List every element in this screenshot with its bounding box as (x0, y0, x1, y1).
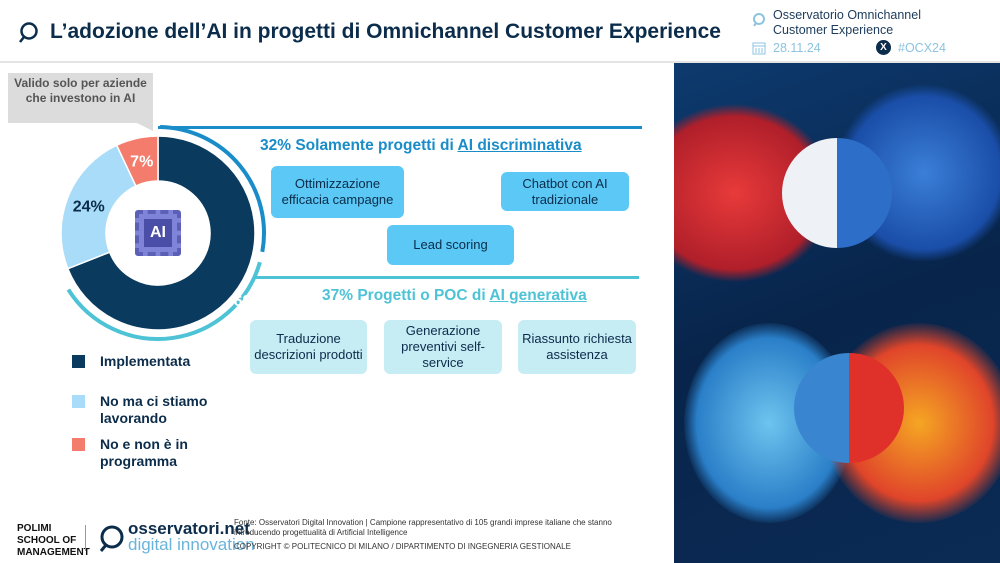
ai-generativa-link[interactable]: AI generativa (489, 287, 587, 304)
legend-item-non-programma: No e non è in programma (72, 436, 252, 470)
logo-divider (85, 525, 86, 551)
donut-label-1: 24% (73, 199, 105, 216)
osservatori-logo-icon (99, 525, 124, 552)
callout-riassunto: Riassunto richiesta assistenza (518, 320, 636, 374)
donut-label-0: 69% (234, 293, 266, 310)
discriminative-bracket-arc (160, 125, 266, 253)
callout-traduzione: Traduzione descrizioni prodotti (250, 320, 367, 374)
donut-chart: 69% 24% 7% (60, 125, 266, 341)
osservatori-logo-text: osservatori.net digital innovation (128, 519, 255, 554)
source-note: Fonte: Osservatori Digital Innovation | … (234, 518, 612, 537)
donut-label-2: 7% (130, 153, 153, 170)
note-pointer (135, 122, 153, 131)
callout-chatbot: Chatbot con AI tradizionale (501, 172, 629, 211)
observatory-name: Osservatorio Omnichannel Customer Experi… (773, 8, 921, 37)
calendar-icon (752, 42, 766, 55)
generative-divider (255, 276, 639, 279)
donut-slice-0 (66, 135, 256, 331)
section-generative-title: 37% Progetti o POC di AI generativa (322, 287, 587, 304)
callout-ottimizzazione: Ottimizzazione efficacia campagne (271, 166, 404, 218)
donut-slice-2 (115, 135, 159, 187)
legend-item-implementata: Implementata (72, 353, 252, 370)
discriminative-divider (158, 126, 642, 129)
magnifier-logo-icon (19, 22, 38, 43)
header-divider (0, 61, 1000, 63)
ai-chip-icon: AI (135, 210, 181, 256)
copyright: COPYRIGHT © POLITECNICO DI MILANO / DIPA… (234, 542, 571, 551)
date: 28.11.24 (773, 41, 821, 55)
page-title: L’adozione dell’AI in progetti di Omnich… (50, 20, 721, 43)
magnifier-small-icon (753, 13, 765, 27)
polimi-logo: POLIMI SCHOOL OF MANAGEMENT (17, 523, 90, 558)
section-discriminative-title: 32% Solamente progetti di AI discriminat… (260, 137, 582, 154)
hashtag: #OCX24 (898, 41, 946, 55)
ai-discriminativa-link[interactable]: AI discriminativa (457, 137, 582, 154)
callout-lead-scoring: Lead scoring (387, 225, 514, 265)
x-logo-icon: X (876, 40, 891, 55)
legend-item-lavorando: No ma ci stiamo lavorando (72, 393, 252, 427)
callout-generazione: Generazione preventivi self-service (384, 320, 502, 374)
generative-bracket-arc (66, 261, 262, 341)
decorative-artwork (674, 63, 1000, 563)
note-box: Valido solo per aziende che investono in… (8, 73, 153, 123)
